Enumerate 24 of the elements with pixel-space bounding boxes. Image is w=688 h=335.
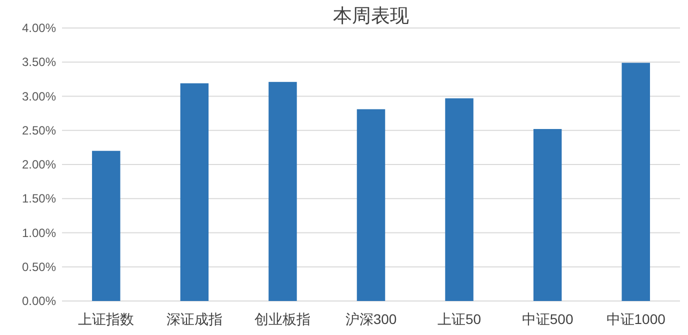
bar xyxy=(92,150,120,301)
y-tick-label: 0.50% xyxy=(22,260,56,274)
bar xyxy=(180,83,209,301)
y-tick-label: 0.00% xyxy=(22,294,56,308)
bar xyxy=(356,109,386,301)
bar xyxy=(445,98,474,301)
x-tick-label: 创业板指 xyxy=(254,311,311,327)
y-tick-label: 4.00% xyxy=(22,21,56,35)
y-tick-label: 2.50% xyxy=(22,123,56,138)
y-tick-label: 3.50% xyxy=(22,55,56,70)
bar xyxy=(268,82,297,301)
bar xyxy=(622,62,650,301)
x-tick-label: 上证指数 xyxy=(78,311,134,327)
y-tick-label: 2.00% xyxy=(22,158,56,172)
chart-title: 本周表现 xyxy=(333,5,409,27)
y-tick-label: 1.50% xyxy=(22,192,56,206)
y-tick-label: 1.00% xyxy=(22,226,56,240)
y-tick-label: 3.00% xyxy=(22,89,56,104)
x-tick-label: 沪深300 xyxy=(345,311,397,327)
x-tick-label: 中证1000 xyxy=(606,311,666,327)
x-tick-label: 上证50 xyxy=(437,311,482,327)
bar xyxy=(533,129,562,301)
x-tick-label: 深证成指 xyxy=(166,311,222,327)
x-tick-label: 中证500 xyxy=(522,311,574,327)
